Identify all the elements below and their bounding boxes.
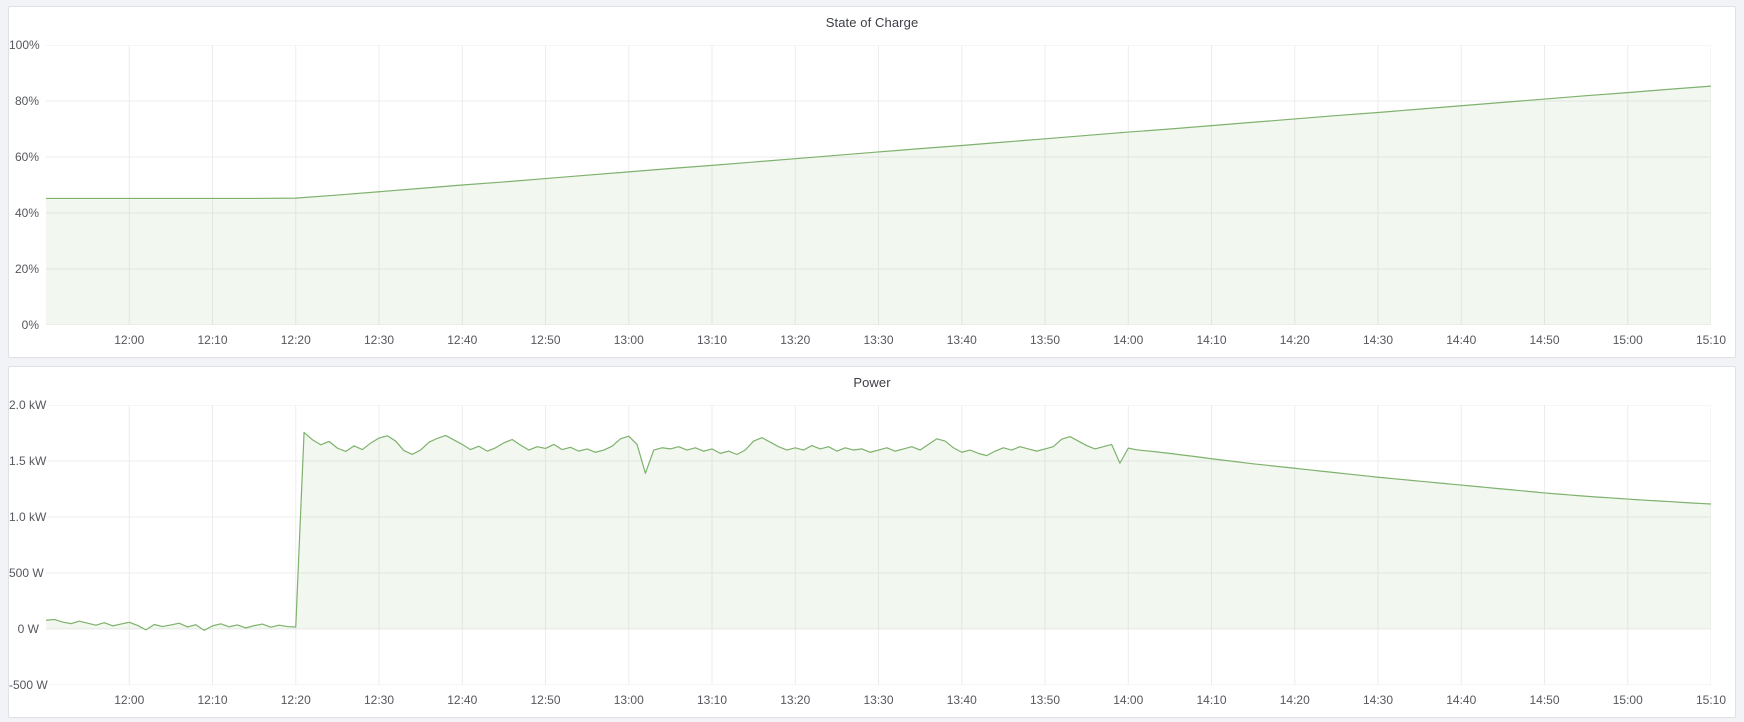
x-tick-label: 14:20 (1279, 693, 1310, 707)
chart-canvas[interactable] (46, 405, 1711, 685)
x-tick-label: 12:10 (197, 333, 228, 347)
y-tick-label: 20% (14, 262, 39, 276)
panel-state-of-charge: State of Charge 0% 20% 40% 60% 80% 100% 12:00 1… (8, 6, 1736, 358)
series-line-state-of-charge (46, 85, 1711, 200)
x-tick-label: 13:20 (780, 693, 811, 707)
x-tick-label: 14:30 (1362, 693, 1394, 707)
y-tick-label: 100% (9, 38, 40, 52)
y-tick-label: 1.0 kW (9, 510, 47, 524)
x-tick-label: 13:20 (780, 333, 811, 347)
panel-power: Power -500 W 0 W 500 W 1.0 kW 1.5 kW 2.0 kW 12… (8, 366, 1736, 718)
y-tick-label: 1.5 kW (9, 454, 47, 468)
x-tick-label: 14:00 (1113, 693, 1144, 707)
state-of-charge-plot-area[interactable]: 0% 20% 40% 60% 80% 100% 12:00 12:10 12:20 12:30 12… (9, 37, 1735, 357)
panel-title-power[interactable]: Power (853, 374, 891, 390)
x-tick-label: 15:00 (1612, 693, 1643, 707)
x-tick-label: 14:30 (1362, 333, 1394, 347)
y-tick-label: 60% (14, 150, 39, 164)
x-tick-label: 12:00 (114, 693, 145, 707)
x-tick-label: 14:40 (1446, 333, 1477, 347)
y-tick-label: 0 W (17, 622, 39, 636)
x-tick-label: 15:00 (1612, 333, 1643, 347)
panel-header: Power (9, 367, 1735, 397)
x-tick-label: 12:20 (280, 693, 311, 707)
x-tick-label: 14:20 (1279, 333, 1310, 347)
x-tick-label: 15:10 (1695, 333, 1727, 347)
series-area-power (46, 432, 1711, 631)
x-tick-label: 12:40 (447, 693, 478, 707)
series-line-power (46, 431, 1711, 631)
y-tick-label: 40% (14, 206, 39, 220)
y-tick-label: 0% (21, 318, 39, 332)
y-tick-label: 80% (14, 94, 39, 108)
x-tick-label: 12:20 (280, 333, 311, 347)
power-plot-area[interactable]: -500 W 0 W 500 W 1.0 kW 1.5 kW 2.0 kW 12:00 12:… (9, 397, 1735, 717)
x-tick-label: 12:50 (530, 333, 561, 347)
y-tick-label: 500 W (9, 566, 44, 580)
panel-title-state-of-charge[interactable]: State of Charge (825, 14, 919, 30)
x-tick-label: 13:30 (863, 333, 894, 347)
x-tick-label: 14:50 (1529, 333, 1560, 347)
x-tick-label: 13:10 (696, 333, 728, 347)
x-tick-label: 15:10 (1695, 693, 1727, 707)
x-tick-label: 13:40 (946, 333, 977, 347)
y-tick-label: 2.0 kW (9, 398, 47, 412)
x-tick-label: 14:00 (1113, 333, 1144, 347)
x-tick-label: 12:40 (447, 333, 478, 347)
x-tick-label: 13:00 (613, 693, 644, 707)
x-tick-label: 13:10 (696, 693, 728, 707)
x-tick-label: 14:40 (1446, 693, 1477, 707)
x-tick-label: 12:30 (363, 333, 395, 347)
x-tick-label: 13:50 (1029, 693, 1061, 707)
x-tick-label: 13:40 (946, 693, 977, 707)
panel-header: State of Charge (9, 7, 1735, 37)
y-tick-label: -500 W (9, 678, 48, 692)
x-tick-label: 13:50 (1029, 333, 1061, 347)
x-tick-label: 14:50 (1529, 693, 1560, 707)
series-area-state-of-charge (46, 86, 1711, 325)
x-tick-label: 13:00 (613, 333, 644, 347)
x-tick-label: 13:30 (863, 693, 894, 707)
x-tick-label: 14:10 (1196, 693, 1227, 707)
x-tick-label: 14:10 (1196, 333, 1227, 347)
x-tick-label: 12:10 (197, 693, 228, 707)
x-tick-label: 12:30 (363, 693, 395, 707)
x-tick-label: 12:50 (530, 693, 561, 707)
chart-canvas[interactable] (46, 45, 1711, 325)
x-tick-label: 12:00 (114, 333, 145, 347)
